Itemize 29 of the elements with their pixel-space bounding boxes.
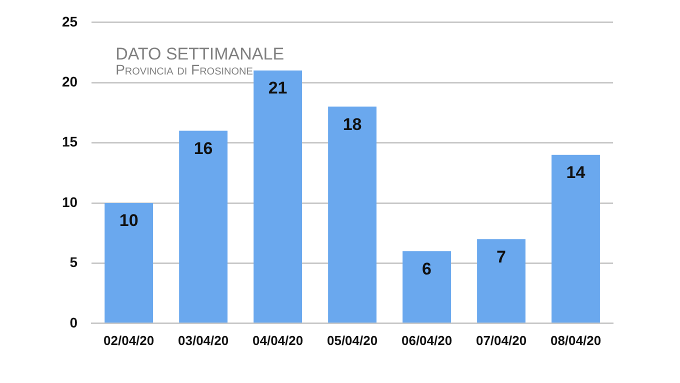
y-tick-label: 20 (62, 73, 78, 90)
data-label: 6 (422, 259, 432, 278)
bar (552, 154, 600, 323)
x-tick-label: 02/04/20 (104, 332, 154, 348)
data-label: 14 (566, 163, 586, 182)
x-tick-label: 05/04/20 (326, 332, 378, 348)
text: Provincia di Frosinone (116, 61, 254, 78)
x-tick-label: 08/04/20 (550, 332, 602, 348)
bar (328, 106, 376, 323)
data-label: 16 (194, 138, 213, 158)
y-tick-label: 15 (62, 134, 78, 150)
x-tick-label: 04/04/20 (252, 332, 304, 348)
y-tick-label: 10 (62, 194, 78, 210)
data-label: 7 (496, 247, 506, 266)
data-label: 21 (268, 78, 288, 98)
bar (254, 70, 302, 323)
bar (402, 251, 451, 323)
data-label: 10 (119, 211, 138, 230)
x-tick-label: 06/04/20 (401, 332, 452, 348)
data-label: 18 (342, 114, 362, 134)
bar (104, 203, 154, 323)
y-tick-label: 25 (62, 13, 78, 30)
x-tick-label: 03/04/20 (178, 332, 229, 348)
text: DATO SETTIMANALE (116, 44, 284, 64)
y-tick-label: 0 (70, 314, 78, 330)
bar (179, 130, 228, 323)
y-tick-label: 5 (70, 254, 78, 270)
x-tick-label: 07/04/20 (476, 332, 527, 348)
bar (477, 239, 526, 323)
